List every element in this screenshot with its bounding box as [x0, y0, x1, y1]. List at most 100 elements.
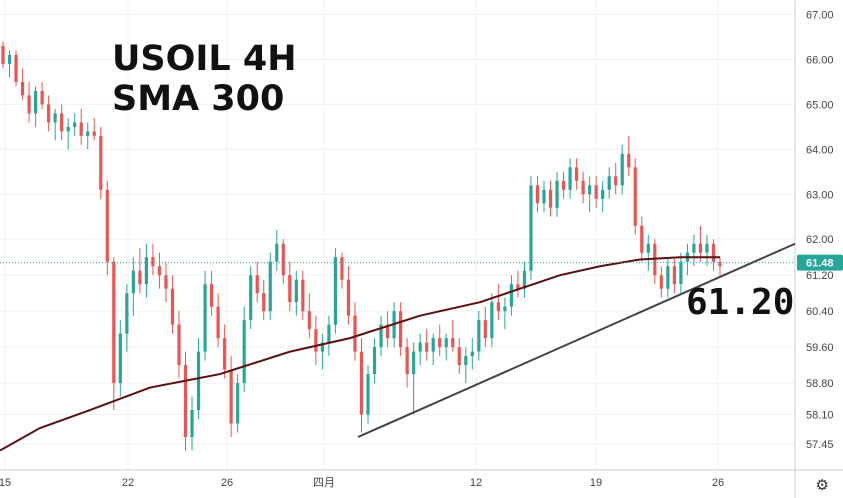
candle-body [209, 284, 214, 307]
candle-body [444, 338, 448, 348]
candle-body [718, 261, 722, 267]
candle-body [105, 189, 109, 262]
chart-title-indicator: SMA 300 [112, 79, 285, 119]
candle-body [614, 176, 618, 186]
x-tick-label: 15 [0, 477, 11, 489]
candle-body [112, 261, 116, 384]
candle-body [86, 131, 90, 136]
candle-body [20, 81, 25, 96]
candle-body [431, 338, 435, 352]
candle-body [249, 275, 253, 321]
candle-body [385, 324, 390, 339]
candle-body [333, 257, 338, 325]
candle-body [346, 279, 351, 316]
candle-body [60, 113, 64, 132]
y-tick-label: 61.20 [806, 270, 834, 282]
x-tick-label: 22 [122, 477, 134, 489]
y-tick-label: 58.80 [806, 378, 834, 390]
candle-body [40, 90, 44, 105]
candle-body [359, 351, 364, 415]
candle-body [294, 279, 298, 303]
candle-body [548, 189, 553, 208]
candle-body [601, 189, 605, 199]
candle-body [490, 302, 494, 339]
candle-body [262, 293, 266, 312]
candle-body [451, 338, 455, 348]
candle-body [7, 54, 12, 64]
candle-body [535, 185, 540, 204]
candle-body [509, 284, 514, 307]
candle-body [203, 284, 207, 352]
candle-body [138, 270, 142, 285]
candle-body [496, 302, 500, 312]
candle-body [144, 257, 148, 285]
x-tick-label: 四月 [313, 477, 335, 489]
candle-body [522, 270, 527, 289]
candle-body [47, 104, 51, 123]
candle-body [646, 243, 650, 253]
plot-area [0, 0, 795, 470]
candle-body [275, 243, 279, 262]
candle-body [399, 311, 403, 348]
chart-title-symbol: USOIL 4H [112, 39, 297, 79]
candle-body [27, 95, 31, 114]
candle-body [425, 342, 429, 352]
y-tick-label: 65.00 [806, 99, 834, 111]
candle-body [301, 279, 305, 312]
candle-body [268, 261, 272, 312]
candle-body [470, 351, 474, 357]
candle-body [542, 189, 546, 204]
x-tick-label: 19 [590, 477, 602, 489]
candle-body [627, 153, 631, 168]
candle-body [581, 180, 585, 195]
last-price-label: 61.48 [806, 258, 834, 270]
candle-body [568, 167, 572, 190]
candle-body [366, 374, 370, 415]
candle-body [255, 275, 259, 294]
candle-body [438, 338, 442, 348]
candle-body [464, 356, 468, 366]
candle-body [659, 275, 663, 289]
gear-icon[interactable]: ⚙ [815, 476, 829, 494]
candle-body [314, 329, 318, 352]
candle-body [157, 266, 162, 276]
candle-body [196, 351, 201, 411]
candle-body [288, 275, 292, 303]
candle-body [503, 306, 507, 312]
candle-body [705, 243, 709, 253]
candle-body [353, 315, 357, 352]
candle-body [516, 284, 520, 289]
candle-body [33, 90, 38, 114]
candle-body [229, 369, 233, 424]
candle-body [320, 342, 324, 352]
candle-body [73, 122, 77, 127]
candle-body [412, 351, 416, 375]
candle-body [692, 243, 696, 253]
candle-body [151, 257, 155, 267]
candle-body [672, 266, 676, 285]
y-tick-label: 66.00 [806, 54, 834, 66]
candle-body [418, 342, 422, 352]
x-tick-label: 12 [470, 477, 482, 489]
candle-body [118, 333, 122, 384]
last-price-badge [797, 254, 843, 271]
candle-body [575, 167, 579, 181]
candle-body [620, 153, 624, 186]
candle-body [633, 167, 637, 226]
y-tick-label: 62.00 [806, 234, 834, 246]
y-tick-label: 67.00 [806, 9, 834, 21]
candle-body [53, 113, 57, 123]
y-tick-label: 60.40 [806, 306, 834, 318]
candle-body [125, 293, 129, 334]
x-tick-label: 26 [221, 477, 233, 489]
candle-body [711, 243, 716, 262]
x-tick-label: 26 [712, 477, 724, 489]
candle-body [372, 347, 377, 375]
candle-body [79, 122, 83, 136]
support-trendline [357, 242, 796, 438]
candle-body [177, 324, 181, 366]
candle-body [236, 383, 240, 424]
candle-body [666, 266, 670, 289]
candle-body [555, 180, 559, 208]
